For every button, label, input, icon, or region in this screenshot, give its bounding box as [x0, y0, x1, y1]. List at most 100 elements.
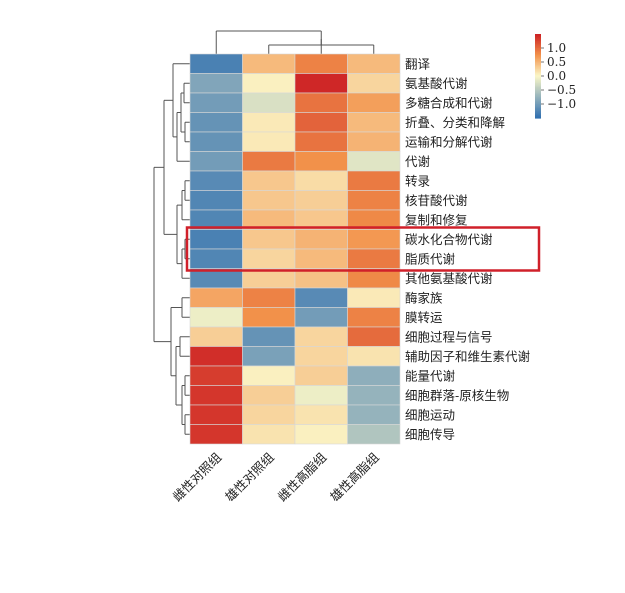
legend-gradient-segment	[535, 38, 541, 41]
row-label: 细胞群落-原核生物	[405, 388, 509, 403]
heatmap-cell	[189, 112, 243, 133]
heatmap-cell	[242, 131, 296, 152]
legend-gradient-segment	[535, 71, 541, 74]
legend-gradient-segment	[535, 108, 541, 111]
heatmap-cell	[347, 229, 401, 250]
heatmap-cell	[294, 190, 348, 211]
heatmap-cell	[294, 229, 348, 250]
heatmap-cell	[242, 92, 296, 113]
heatmap-cell	[189, 170, 243, 191]
legend-gradient-segment	[535, 99, 541, 102]
heatmap-cell	[347, 346, 401, 367]
heatmap-cell	[242, 53, 296, 74]
legend-gradient-segment	[535, 109, 541, 112]
legend-gradient-segment	[535, 87, 541, 90]
heatmap-cell	[294, 287, 348, 308]
legend-gradient-segment	[535, 81, 541, 84]
heatmap-cell	[347, 170, 401, 191]
row-label: 其他氨基酸代谢	[405, 271, 493, 286]
legend-gradient-segment	[535, 83, 541, 85]
heatmap-cell	[189, 307, 243, 328]
legend-gradient-segment	[535, 78, 541, 81]
heatmap-cell	[347, 404, 401, 425]
heatmap-cell	[189, 53, 243, 74]
heatmap-cell	[189, 287, 243, 308]
row-label: 能量代谢	[405, 368, 455, 383]
heatmap-cell	[242, 346, 296, 367]
legend-gradient-segment	[535, 95, 541, 98]
row-label: 酶家族	[405, 290, 443, 305]
heatmap-cell	[189, 190, 243, 211]
row-label: 脂质代谢	[405, 251, 455, 266]
legend-gradient-segment	[535, 76, 541, 78]
legend-gradient-segment	[535, 106, 541, 109]
heatmap-cell	[347, 190, 401, 211]
legend-gradient-segment	[535, 62, 541, 64]
heatmap-cell	[294, 112, 348, 133]
heatmap-cell	[189, 92, 243, 113]
color-legend: 1.00.50.0−0.5−1.0	[535, 34, 576, 119]
legend-gradient-segment	[535, 104, 541, 106]
row-labels: 翻译氨基酸代谢多糖合成和代谢折叠、分类和降解运输和分解代谢代谢转录核苷酸代谢复制…	[405, 56, 530, 442]
heatmap-cell	[347, 385, 401, 406]
row-label: 运输和分解代谢	[405, 134, 493, 149]
legend-gradient-segment	[535, 43, 541, 46]
heatmap-cell	[242, 385, 296, 406]
column-dendrogram	[215, 30, 375, 54]
legend-tick-label: 0.5	[547, 55, 566, 69]
legend-gradient-segment	[535, 36, 541, 39]
heatmap-cell	[347, 326, 401, 347]
heatmap-cell	[294, 424, 348, 445]
highlight-box	[185, 226, 541, 272]
heatmap-cell	[294, 307, 348, 328]
column-label: 雌性对照组	[170, 450, 225, 505]
legend-gradient-segment	[535, 92, 541, 95]
heatmap-cell	[242, 365, 296, 386]
legend-tick-label: −0.5	[547, 83, 576, 97]
heatmap-cell	[242, 326, 296, 347]
heatmap-cell	[294, 326, 348, 347]
heatmap-cell	[242, 170, 296, 191]
heatmap-cell	[347, 92, 401, 113]
heatmap-cell	[347, 53, 401, 74]
heatmap-cells	[189, 53, 401, 445]
heatmap-cell	[347, 424, 401, 445]
legend-gradient-segment	[535, 48, 541, 50]
legend-tick-label: 1.0	[547, 41, 566, 55]
legend-gradient-segment	[535, 35, 541, 38]
heatmap-cell	[347, 112, 401, 133]
heatmap-cell	[347, 131, 401, 152]
heatmap-cell	[347, 248, 401, 269]
heatmap-cell	[347, 151, 401, 172]
legend-tick-label: 0.0	[547, 69, 566, 83]
legend-gradient-segment	[535, 101, 541, 104]
legend-gradient-segment	[535, 105, 541, 108]
legend-gradient-segment	[535, 115, 541, 118]
highlight-rectangle	[185, 226, 541, 272]
legend-gradient-segment	[535, 34, 541, 36]
legend-gradient-segment	[535, 46, 541, 49]
legend-gradient-segment	[535, 67, 541, 70]
heatmap-cell	[294, 365, 348, 386]
legend-gradient-segment	[535, 56, 541, 59]
heatmap-cell	[294, 404, 348, 425]
heatmap-cell	[347, 307, 401, 328]
legend-gradient-segment	[535, 113, 541, 116]
legend-gradient-segment	[535, 57, 541, 60]
legend-gradient-segment	[535, 69, 541, 71]
legend-gradient-segment	[535, 102, 541, 105]
row-label: 氨基酸代谢	[405, 76, 468, 91]
heatmap-cell	[294, 170, 348, 191]
heatmap-cell	[189, 229, 243, 250]
row-label: 核苷酸代谢	[405, 193, 468, 208]
legend-gradient-segment	[535, 97, 541, 99]
legend-gradient-segment	[535, 84, 541, 87]
heatmap-cell	[294, 385, 348, 406]
heatmap-cell	[242, 424, 296, 445]
column-label: 雄性高脂组	[327, 450, 382, 505]
heatmap-cell	[242, 404, 296, 425]
legend-gradient-segment	[535, 77, 541, 80]
legend-gradient-segment	[535, 88, 541, 91]
legend-gradient-segment	[535, 39, 541, 42]
